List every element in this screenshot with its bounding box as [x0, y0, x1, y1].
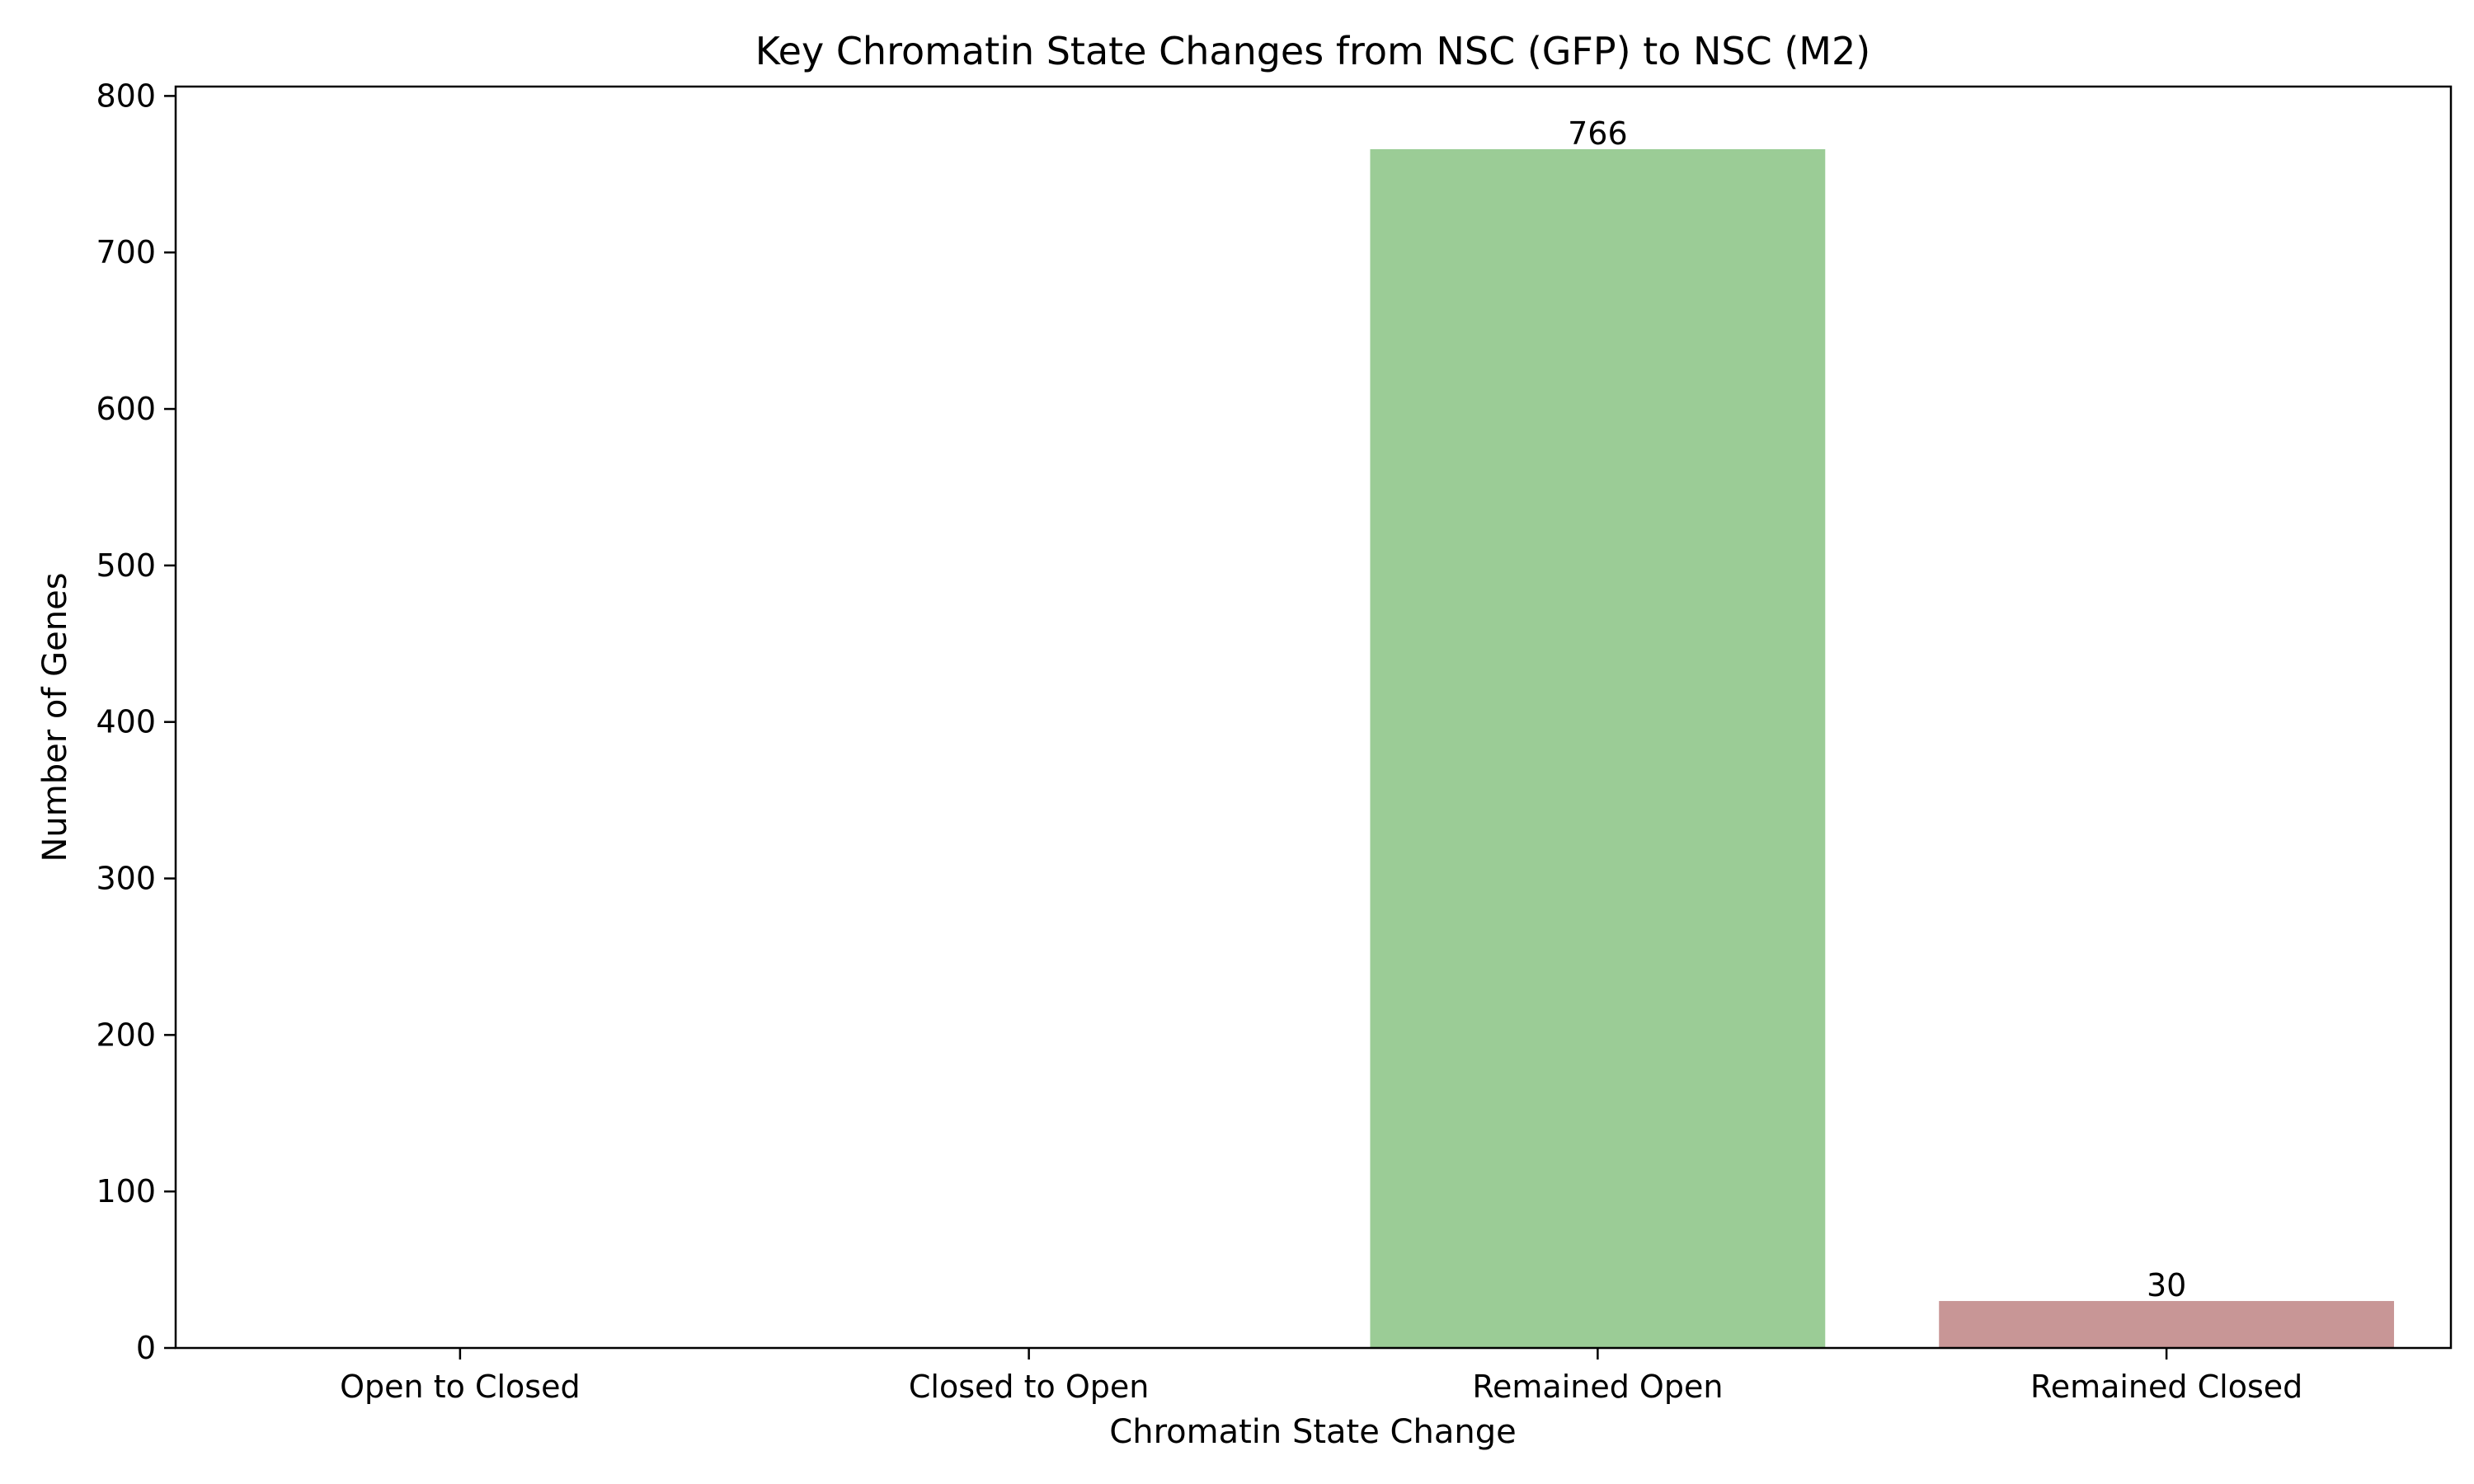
y-tick-label: 0 [136, 1330, 156, 1366]
y-tick-label: 500 [96, 547, 156, 584]
x-axis: Open to Closed Closed to Open Remained Ope… [340, 1348, 2302, 1405]
x-tick-label: Closed to Open [909, 1369, 1149, 1405]
data-label: 766 [1568, 115, 1628, 152]
y-tick-label: 800 [96, 77, 156, 114]
plot-frame [174, 85, 2453, 1350]
x-tick-label: Remained Closed [2030, 1369, 2302, 1405]
bars-group [1370, 148, 2395, 1348]
data-label: 30 [2147, 1267, 2186, 1303]
y-tick-label: 200 [96, 1017, 156, 1053]
x-axis-label: Chromatin State Change [1109, 1413, 1516, 1451]
x-tick-label: Open to Closed [340, 1369, 580, 1405]
y-axis-label: Number of Genes [36, 572, 74, 862]
y-axis: 0 100 200 300 400 500 600 700 800 [96, 77, 176, 1366]
bar-remained-closed [1939, 1301, 2395, 1348]
x-tick-label: Remained Open [1472, 1369, 1723, 1405]
y-tick-label: 300 [96, 861, 156, 897]
data-labels-group: 766 30 [1568, 115, 2186, 1303]
y-tick-label: 400 [96, 704, 156, 740]
bar-remained-open [1370, 148, 1826, 1348]
y-tick-label: 600 [96, 391, 156, 427]
y-tick-label: 700 [96, 234, 156, 270]
y-tick-label: 100 [96, 1173, 156, 1209]
chart-title: Key Chromatin State Changes from NSC (GF… [755, 29, 1870, 73]
